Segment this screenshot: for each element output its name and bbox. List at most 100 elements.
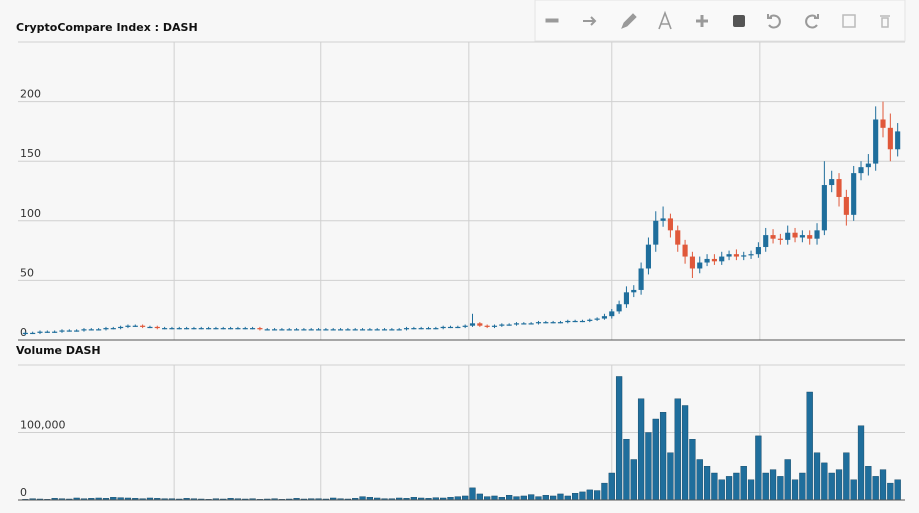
candle-body: [660, 218, 666, 221]
volume-bar: [535, 496, 542, 501]
candle-body: [528, 323, 534, 325]
candle-body: [286, 329, 292, 331]
arrow-tool[interactable]: [583, 16, 597, 26]
candle-body: [359, 329, 366, 331]
candle-body: [103, 328, 109, 330]
volume-bar: [696, 459, 703, 501]
candle-body: [206, 328, 212, 330]
candle-body: [396, 329, 402, 331]
volume-bar: [476, 493, 483, 501]
candle-body: [374, 329, 380, 331]
candle-body: [140, 325, 146, 327]
candle-body: [792, 232, 798, 238]
volume-bar: [491, 495, 498, 501]
volume-bar: [799, 472, 806, 501]
y-tick-label: 0: [20, 326, 27, 339]
volume-bar: [550, 495, 557, 501]
volume-bar: [623, 439, 630, 501]
candle-body: [337, 329, 344, 331]
candle-body: [601, 316, 608, 319]
candle-body: [851, 173, 857, 215]
candle-body: [447, 326, 454, 329]
volume-bar: [557, 493, 564, 501]
rect-tool[interactable]: [733, 15, 745, 27]
volume-bar: [711, 472, 718, 501]
redo-button[interactable]: [805, 14, 819, 29]
candle-body: [323, 329, 329, 331]
save-button[interactable]: [842, 14, 856, 28]
volume-bar: [821, 462, 828, 501]
candle-body: [52, 331, 58, 333]
volume-bar: [506, 495, 513, 501]
candle-body: [279, 329, 285, 331]
line-tool[interactable]: [545, 18, 559, 23]
volume-bar: [359, 496, 366, 501]
volume-bar: [850, 479, 857, 501]
candle-body: [675, 230, 681, 245]
volume-bar: [828, 472, 835, 501]
candle-body: [59, 330, 65, 332]
y-tick-label: 200: [20, 88, 41, 101]
candle-body: [799, 235, 805, 238]
candle-body: [308, 329, 314, 331]
chart-title: Volume DASH: [16, 344, 101, 357]
candle-body: [469, 323, 476, 326]
candle-body: [631, 289, 637, 293]
candle-body: [477, 323, 483, 326]
candle-body: [125, 325, 131, 327]
candle-body: [550, 322, 556, 324]
candle-body: [726, 254, 732, 257]
volume-bar: [806, 391, 813, 501]
volume-bar: [835, 469, 843, 501]
candle-body: [543, 322, 549, 324]
volume-bar: [659, 412, 667, 501]
candle-body: [587, 319, 593, 321]
candle-body: [462, 325, 468, 327]
volume-bar: [791, 479, 799, 501]
chart-title: CryptoCompare Index : DASH: [16, 21, 198, 34]
candle-body: [381, 329, 388, 331]
volume-bar: [725, 476, 733, 501]
candle-body: [345, 329, 351, 331]
pencil-tool[interactable]: [621, 13, 637, 29]
candle-body: [264, 329, 270, 331]
candle-body: [667, 218, 673, 231]
volume-bar: [528, 494, 535, 501]
y-tick-label: 100,000: [20, 419, 66, 432]
candle-body: [594, 318, 600, 320]
volume-bar: [733, 472, 740, 501]
volume-bar: [887, 482, 894, 501]
volume-bar: [747, 479, 755, 501]
candle-body: [22, 332, 28, 335]
candle-body: [352, 329, 358, 331]
candle-body: [367, 329, 373, 331]
volume-bar: [601, 482, 608, 501]
volume-bar: [857, 425, 865, 501]
candle-body: [711, 258, 717, 262]
undo-button[interactable]: [767, 14, 781, 29]
candle-body: [814, 230, 820, 239]
text-tool[interactable]: [658, 10, 672, 30]
candle-body: [132, 325, 138, 327]
volume-bar: [667, 452, 674, 501]
add-tool[interactable]: [696, 15, 708, 27]
candle-body: [403, 328, 410, 330]
volume-bar: [784, 459, 791, 501]
candle-body: [440, 326, 446, 329]
candle-body: [250, 328, 256, 330]
volume-bar: [865, 466, 872, 501]
candle-body: [455, 326, 461, 329]
candle-body: [88, 329, 94, 331]
volume-bar: [484, 496, 491, 501]
volume-bar: [777, 476, 784, 501]
candle-body: [162, 328, 168, 330]
candle-body: [169, 328, 175, 330]
delete-button[interactable]: [880, 15, 890, 28]
candle-body: [242, 328, 248, 330]
volume-bar: [740, 466, 747, 501]
candle-body: [638, 268, 644, 290]
volume-bar: [608, 472, 615, 501]
volume-bar: [469, 487, 476, 501]
volume-bar: [769, 469, 777, 501]
